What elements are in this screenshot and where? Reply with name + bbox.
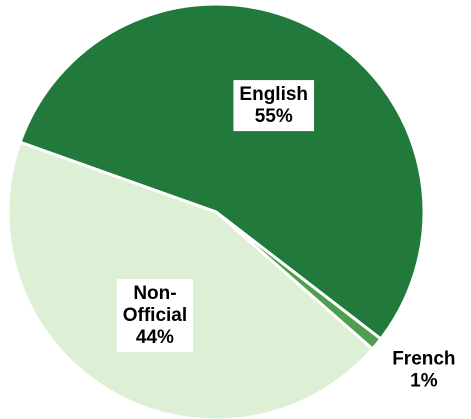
label-background: [233, 80, 315, 132]
label-background: [116, 279, 194, 353]
category-label: French: [392, 348, 455, 369]
category-label: Non-Official: [123, 283, 187, 326]
value-label: 44%: [136, 327, 174, 348]
category-label: English: [239, 84, 308, 105]
pie-slice: [18, 2, 426, 342]
value-label: 1%: [410, 370, 438, 391]
value-label: 55%: [255, 106, 293, 127]
